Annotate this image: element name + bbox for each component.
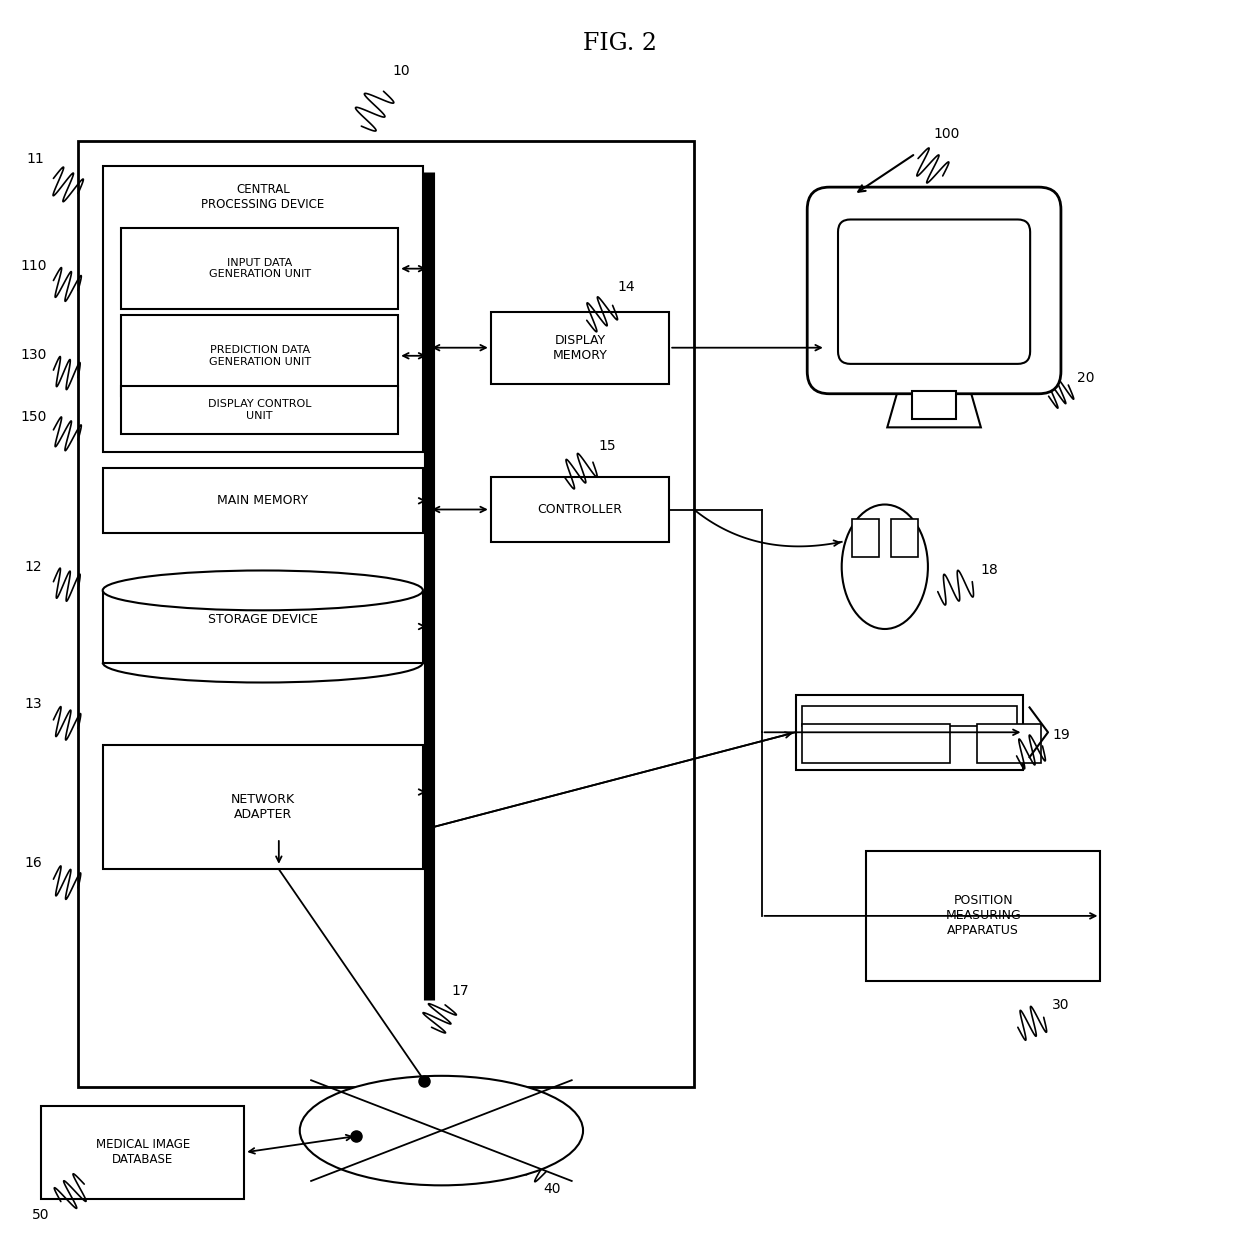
Text: 14: 14 [618,279,635,293]
Text: NETWORK
ADAPTER: NETWORK ADAPTER [231,793,295,821]
Text: CENTRAL
PROCESSING DEVICE: CENTRAL PROCESSING DEVICE [201,183,325,211]
Text: PREDICTION DATA
GENERATION UNIT: PREDICTION DATA GENERATION UNIT [208,345,311,367]
Text: INPUT DATA
GENERATION UNIT: INPUT DATA GENERATION UNIT [208,258,311,279]
Text: 10: 10 [392,64,409,79]
Text: DISPLAY
MEMORY: DISPLAY MEMORY [553,333,608,362]
Text: 30: 30 [1053,997,1070,1012]
Bar [892,520,918,556]
Text: 110: 110 [21,258,47,273]
Text: FIG. 2: FIG. 2 [583,33,657,55]
FancyBboxPatch shape [838,219,1030,363]
Ellipse shape [842,505,928,629]
Bar [491,312,670,383]
Text: 40: 40 [543,1182,560,1197]
Text: 17: 17 [451,984,469,999]
Text: 13: 13 [25,697,42,710]
Bar [78,142,694,1088]
Text: 11: 11 [26,152,43,165]
Text: STORAGE DEVICE: STORAGE DEVICE [208,613,317,625]
Text: MAIN MEMORY: MAIN MEMORY [217,494,309,507]
Text: 130: 130 [21,348,47,362]
Ellipse shape [300,1076,583,1185]
Bar [122,228,398,309]
FancyBboxPatch shape [807,187,1061,393]
Text: MEDICAL IMAGE
DATABASE: MEDICAL IMAGE DATABASE [95,1139,190,1167]
Bar [802,723,950,763]
Bar [911,391,956,419]
Text: 15: 15 [599,439,616,454]
Text: DISPLAY CONTROL
UNIT: DISPLAY CONTROL UNIT [208,400,311,421]
Text: 12: 12 [25,560,42,574]
Bar [41,1105,244,1199]
Text: 19: 19 [1052,728,1070,742]
Text: 16: 16 [25,856,42,870]
Bar [796,695,1023,769]
Text: 20: 20 [1076,371,1095,385]
Text: POSITION
MEASURING
APPARATUS: POSITION MEASURING APPARATUS [945,895,1022,937]
Bar [122,316,398,396]
Text: 150: 150 [21,411,47,425]
Bar [867,851,1100,981]
Text: 100: 100 [934,127,960,140]
Ellipse shape [103,570,423,610]
Text: 18: 18 [981,564,998,578]
Bar [122,386,398,434]
Bar [977,723,1042,763]
Bar [103,165,423,452]
Text: CONTROLLER: CONTROLLER [537,502,622,516]
Bar [103,469,423,533]
Bar [491,477,670,541]
Bar [103,591,423,663]
Bar [852,520,879,556]
Polygon shape [888,371,981,427]
Bar [103,744,423,870]
Text: 50: 50 [32,1208,50,1222]
Bar [802,707,1017,725]
